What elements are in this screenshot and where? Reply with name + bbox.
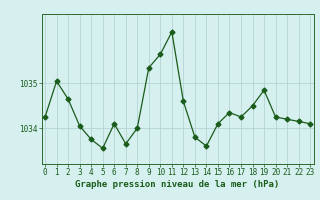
- X-axis label: Graphe pression niveau de la mer (hPa): Graphe pression niveau de la mer (hPa): [76, 180, 280, 189]
